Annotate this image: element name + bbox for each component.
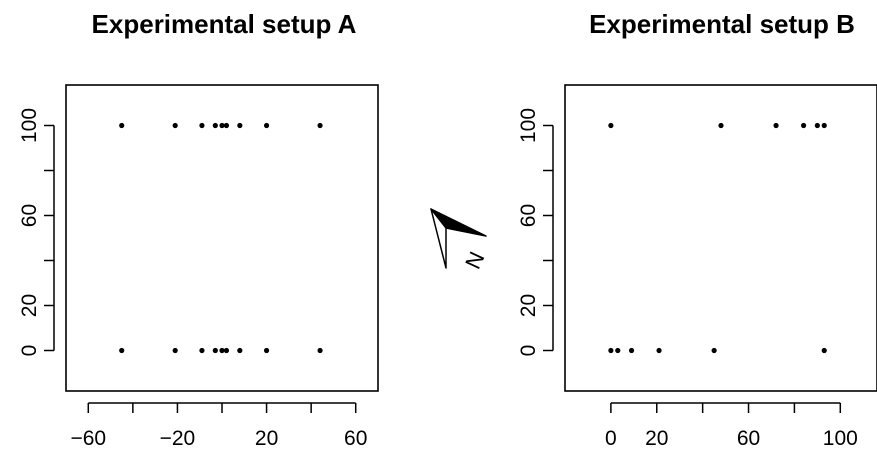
data-point — [608, 347, 614, 354]
data-point — [199, 347, 205, 354]
y-tick-label: 0 — [18, 345, 41, 357]
data-point — [172, 347, 178, 354]
y-tick-label: 60 — [18, 204, 41, 227]
y-tick-label: 20 — [18, 294, 41, 317]
data-point — [773, 122, 779, 129]
y-tick-label: 0 — [517, 345, 540, 357]
data-point — [814, 122, 820, 129]
plot-frame — [65, 84, 379, 392]
x-tick-label: 100 — [823, 427, 858, 449]
plot-frame — [564, 84, 877, 392]
data-point — [199, 122, 205, 129]
x-tick-label: 0 — [605, 427, 617, 449]
data-point — [821, 347, 827, 354]
data-point — [223, 122, 230, 129]
x-tick-label: −20 — [160, 427, 196, 449]
x-tick-label: −60 — [70, 427, 106, 449]
panel-setup-b: Experimental setup B 0 20 60 100 0 20 60 100 — [517, 9, 877, 449]
data-point — [212, 122, 218, 129]
data-point — [608, 122, 614, 129]
x-tick-label: 60 — [737, 427, 760, 449]
data-point — [800, 122, 807, 129]
x-tick-label: 20 — [255, 427, 278, 449]
data-point — [711, 347, 717, 354]
data-point — [237, 122, 243, 129]
x-tick-label: 20 — [645, 427, 668, 449]
y-tick-label: 100 — [517, 108, 540, 143]
data-point — [212, 347, 218, 354]
north-arrow-icon: N — [430, 208, 490, 273]
data-point — [219, 122, 225, 129]
north-arrow-label: N — [460, 248, 489, 273]
data-point — [718, 122, 724, 129]
data-point — [172, 122, 178, 129]
data-point — [237, 347, 243, 354]
data-point — [219, 347, 225, 354]
y-tick-label: 100 — [18, 108, 41, 143]
data-point — [223, 347, 230, 354]
chart-title: Experimental setup B — [589, 9, 855, 39]
chart-title: Experimental setup A — [92, 9, 357, 39]
data-point — [615, 347, 621, 354]
data-point — [317, 122, 323, 129]
data-point — [119, 122, 125, 129]
y-tick-label: 20 — [517, 294, 540, 317]
data-point — [821, 122, 827, 129]
data-point — [119, 347, 125, 354]
data-point — [656, 347, 662, 354]
data-point — [263, 122, 270, 129]
data-point — [317, 347, 323, 354]
x-tick-label: 60 — [344, 427, 367, 449]
data-point — [628, 347, 635, 354]
panel-setup-a: Experimental setup A −60 −20 20 60 0 20 60 100 — [18, 9, 379, 449]
data-point — [263, 347, 270, 354]
y-tick-label: 60 — [517, 204, 540, 227]
